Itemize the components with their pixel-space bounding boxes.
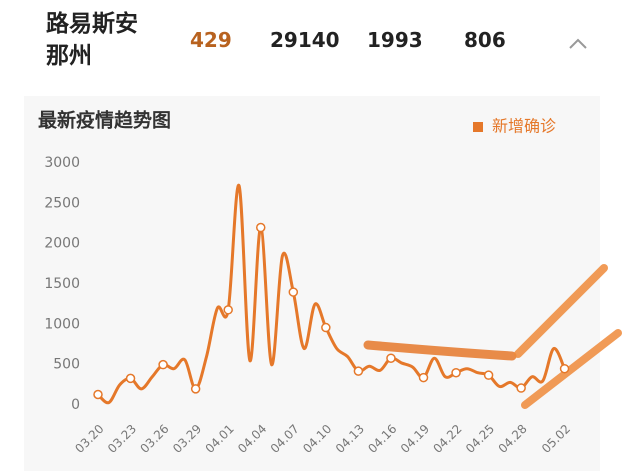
y-tick-label: 0: [71, 397, 80, 413]
point: [516, 383, 526, 393]
point: [483, 370, 494, 380]
x-tick-label: 04.16: [365, 422, 399, 456]
x-tick-label: 04.07: [268, 422, 302, 456]
x-tick-label: 04.04: [235, 422, 269, 456]
y-tick-label: 500: [53, 357, 80, 373]
point: [418, 372, 429, 383]
point: [158, 359, 168, 370]
point: [451, 367, 461, 378]
x-tick-label: 04.13: [333, 422, 367, 456]
point: [288, 287, 299, 297]
stat: 429: [190, 28, 232, 52]
point: [93, 389, 103, 400]
legend-swatch: [473, 122, 483, 132]
y-tick-label: 2000: [44, 236, 80, 252]
stat: 1993: [367, 28, 423, 52]
point: [190, 384, 201, 394]
x-tick-label: 04.25: [463, 422, 497, 456]
x-tick-label: 04.22: [430, 422, 464, 456]
region-name: 路易斯安那州: [46, 11, 138, 69]
x-tick-label: 04.10: [300, 422, 334, 456]
x-tick-label: 03.26: [138, 422, 172, 456]
x-tick-label: 03.23: [105, 422, 139, 456]
x-tick-label: 05.02: [539, 422, 573, 456]
legend-label: 新增确诊: [492, 117, 556, 136]
y-tick-label: 2500: [44, 195, 80, 211]
collapse-chevron[interactable]: [566, 36, 590, 52]
annotation-stroke: [514, 264, 608, 358]
stat: 806: [464, 28, 506, 52]
annotation-stroke: [363, 340, 517, 361]
point: [256, 222, 266, 233]
annotation-stroke: [521, 329, 622, 409]
header: 路易斯安那州 429 29140 1993 806: [0, 0, 640, 90]
chart-title: 最新疫情趋势图: [38, 109, 171, 132]
point: [125, 373, 136, 384]
x-tick-label: 04.19: [398, 422, 432, 456]
point: [386, 353, 396, 363]
y-tick-label: 1500: [44, 276, 80, 292]
stat: 29140: [270, 28, 340, 52]
x-tick-label: 03.29: [170, 422, 204, 456]
point: [321, 322, 331, 333]
y-tick-label: 1000: [44, 316, 80, 332]
series-line: [96, 184, 566, 405]
point: [559, 363, 570, 374]
point: [353, 366, 364, 376]
chart-card: [24, 96, 600, 471]
point: [223, 305, 233, 315]
x-tick-label: 03.20: [72, 422, 106, 456]
y-tick-label: 3000: [44, 155, 80, 171]
x-tick-label: 04.01: [203, 422, 237, 456]
x-tick-label: 04.28: [496, 422, 530, 456]
